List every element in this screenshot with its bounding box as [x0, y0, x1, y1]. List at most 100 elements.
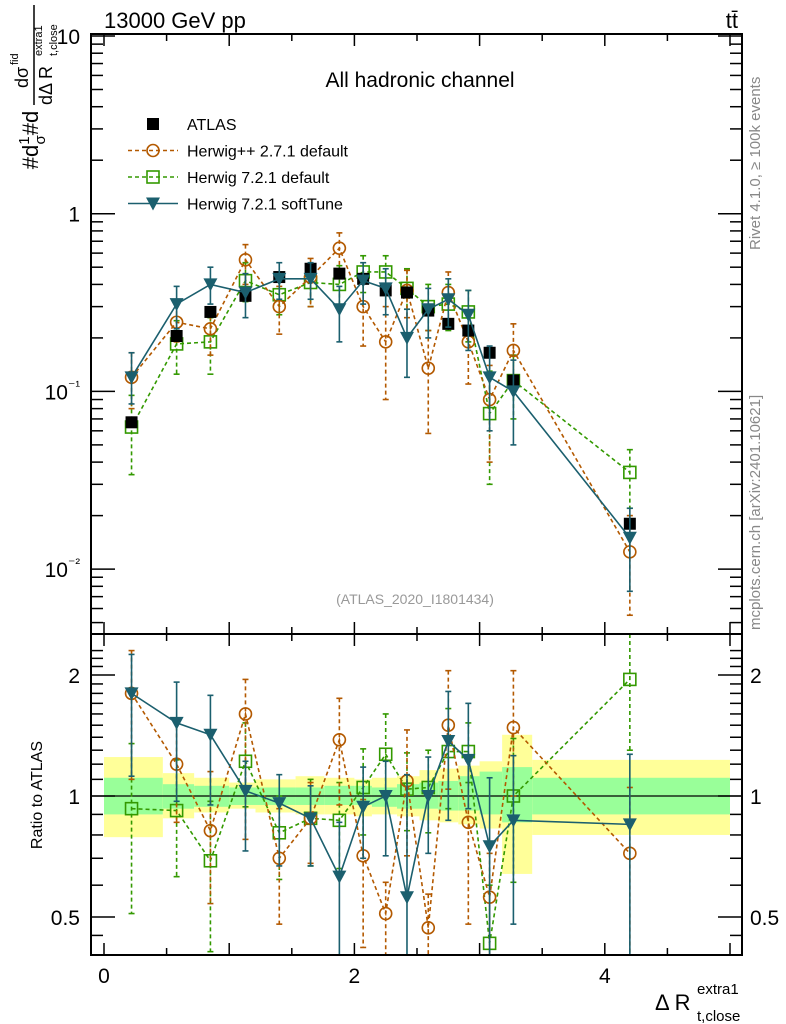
series-line — [130, 278, 631, 539]
main-y-tick-label: 1 — [68, 204, 80, 227]
svg-text:dσ: dσ — [12, 67, 32, 88]
herwig7-softtune-point — [203, 278, 218, 292]
legend-label: Herwig++ 2.7.1 default — [187, 144, 349, 161]
legend: ATLAS Herwig++ 2.7.1 default Herwig 7.2.1 … — [128, 117, 349, 214]
inner-band-bin — [479, 771, 503, 815]
herwig7-softtune-point — [441, 293, 456, 307]
ratio-y-tick-label-right: 1 — [750, 786, 762, 809]
atlas-data-point — [400, 286, 413, 299]
analysis-id-label: (ATLAS_2020_I1801434) — [336, 591, 494, 607]
herwig7-softtune-point — [399, 331, 414, 345]
herwig7-softtune-point — [238, 286, 253, 300]
legend-item: Herwig 7.2.1 softTune — [128, 197, 343, 214]
ratio-y-tick-label: 2 — [68, 665, 80, 688]
herwigpp-point — [378, 335, 393, 349]
herwig7-softtune-point — [332, 303, 347, 317]
axis-ticks — [91, 34, 742, 955]
svg-text:t,close: t,close — [48, 24, 60, 56]
svg-text:extra1: extra1 — [33, 25, 45, 56]
chart-title: All hadronic channel — [325, 69, 514, 92]
herwig7-softtune-point — [303, 812, 318, 826]
series-line — [130, 246, 631, 553]
atlas-data-point — [147, 118, 159, 130]
series-line — [130, 271, 631, 474]
herwig7-softtune-point — [622, 531, 637, 545]
herwigpp-point — [506, 343, 521, 358]
herwigpp-point — [421, 361, 436, 376]
series-line — [131, 692, 630, 898]
herwigpp-point — [421, 921, 436, 935]
herwigpp-point — [238, 707, 253, 721]
herwig7-softtune-point — [506, 814, 521, 828]
herwig7-softtune-point — [622, 818, 637, 832]
herwig7-softtune-point — [272, 272, 287, 286]
main-herwig-7-2-1-softtune — [124, 261, 637, 593]
herwig7-default-point — [623, 465, 637, 480]
herwig7-softtune-point — [272, 797, 287, 811]
herwig7-softtune-point — [461, 308, 476, 322]
series-line — [131, 678, 631, 944]
herwigpp-point — [378, 906, 393, 921]
legend-item: Herwig++ 2.7.1 default — [128, 144, 349, 161]
herwig7-softtune-point — [169, 716, 184, 730]
x-tick-label: 0 — [98, 965, 110, 988]
herwig7-softtune-point — [421, 790, 436, 803]
herwig7-default-point — [378, 747, 393, 762]
atlas-data-point — [125, 416, 138, 429]
atlas-data-point — [333, 267, 346, 280]
herwig7-softtune-point — [399, 891, 414, 905]
main-y-axis-label: #d1σ#d dσ fid dΔ R t,close extra1 — [9, 5, 60, 169]
herwig7-default-point — [146, 170, 160, 184]
herwigpp-point — [332, 241, 347, 255]
herwig7-softtune-point — [124, 371, 139, 385]
legend-item: Herwig 7.2.1 default — [128, 170, 330, 187]
herwigpp-point — [238, 253, 253, 267]
herwig7-softtune-point — [461, 753, 476, 767]
ratio-y-tick-label-right: 2 — [750, 665, 762, 688]
herwig7-default-point — [203, 853, 218, 868]
herwigpp-point — [332, 732, 347, 747]
ratio-y-tick-label-right: 0.5 — [750, 907, 779, 930]
herwig7-softtune-point — [482, 371, 497, 385]
svg-text:fid: fid — [9, 53, 21, 65]
herwig7-softtune-point — [332, 870, 347, 884]
herwig7-default-point — [623, 672, 637, 687]
herwig7-softtune-point — [506, 385, 521, 399]
svg-text:t,close: t,close — [697, 1008, 740, 1024]
x-tick-label: 2 — [349, 965, 361, 988]
series-line — [130, 692, 631, 928]
x-tick-label: 4 — [599, 965, 611, 988]
main-y-tick-label: 10 — [57, 26, 80, 49]
legend-label: Herwig 7.2.1 default — [187, 170, 330, 187]
herwig7-softtune-point — [238, 784, 253, 798]
process-label: tt̄ — [726, 8, 738, 33]
atlas-data-point — [204, 305, 217, 318]
legend-label: Herwig 7.2.1 softTune — [187, 197, 343, 214]
herwig7-softtune-point — [356, 274, 371, 288]
herwigpp-point — [272, 299, 287, 314]
legend-label: ATLAS — [187, 117, 237, 134]
ratio-y-tick-label: 0.5 — [51, 907, 80, 930]
herwig7-softtune-point — [124, 687, 139, 701]
svg-text:extra1: extra1 — [697, 981, 739, 998]
herwig7-softtune-point — [378, 790, 393, 803]
herwig7-softtune-point — [378, 282, 393, 296]
mcplots-source-label: mcplots.cern.ch [arXiv:2401.10621] — [747, 395, 764, 630]
svg-text:Δ R: Δ R — [655, 990, 690, 1015]
main-y-tick-label: 10⁻¹ — [45, 377, 81, 404]
svg-text:dΔ R: dΔ R — [36, 66, 56, 105]
herwigpp-point — [461, 815, 476, 830]
main-atlas — [125, 262, 636, 530]
ratio-y-tick-label: 1 — [68, 786, 80, 809]
herwig7-softtune-point — [482, 840, 497, 854]
herwig7-softtune-point — [203, 728, 218, 742]
legend-item: ATLAS — [147, 117, 237, 134]
rivet-version-label: Rivet 4.1.0, ≥ 100k events — [747, 77, 764, 250]
herwigpp-point — [203, 823, 218, 838]
herwig7-softtune-point — [441, 735, 456, 749]
herwigpp-point — [146, 143, 160, 158]
svg-text:#d1σ#d: #d1σ#d — [16, 111, 49, 170]
herwig7-softtune-point — [303, 272, 318, 286]
ratio-herwig-7-2-1-softtune — [124, 653, 637, 955]
